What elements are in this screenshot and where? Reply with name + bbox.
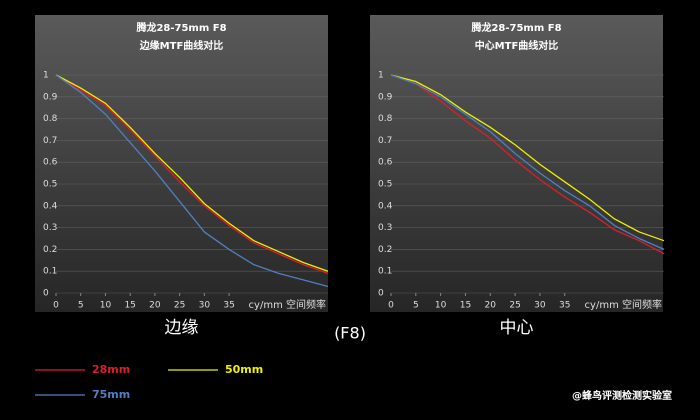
y-tick-label: 0.6 (43, 158, 58, 168)
y-tick-label: 0.7 (378, 136, 392, 146)
y-tick-label: 0.8 (378, 114, 393, 124)
y-tick-label: 1 (378, 71, 384, 81)
x-tick-label: 5 (78, 301, 84, 311)
y-tick-label: 0.2 (43, 245, 57, 255)
x-tick-label: 35 (223, 301, 234, 311)
x-tick-label: 0 (53, 301, 59, 311)
y-tick-label: 0.1 (378, 267, 392, 277)
series-line (390, 74, 665, 242)
x-tick-label: 5 (413, 301, 419, 311)
y-tick-label: 0.2 (378, 245, 392, 255)
series-line (55, 74, 329, 288)
legend-label: 50mm (225, 363, 263, 376)
y-tick-label: 0.9 (378, 92, 393, 102)
y-tick-label: 0.9 (43, 92, 58, 102)
series-line (390, 74, 665, 255)
y-tick-label: 0.6 (378, 158, 393, 168)
y-tick-label: 1 (43, 71, 49, 81)
chart-title: 腾龙28-75mm F8 (135, 21, 226, 34)
x-tick-label: 20 (149, 301, 161, 311)
y-tick-label: 0.4 (378, 201, 393, 211)
y-tick-label: 0.5 (43, 180, 57, 190)
y-tick-label: 0 (43, 289, 49, 299)
x-tick-label: 35 (559, 301, 570, 311)
x-tick-label: 25 (174, 301, 185, 311)
series-line (55, 74, 329, 274)
x-tick-label: 10 (100, 301, 112, 311)
chart-title: 腾龙28-75mm F8 (470, 21, 561, 34)
series-line (390, 74, 665, 250)
chart-subtitle: 中心MTF曲线对比 (475, 39, 559, 52)
y-tick-label: 0.3 (378, 223, 392, 233)
x-tick-label: 15 (124, 301, 135, 311)
series-line (55, 74, 329, 272)
x-tick-label: 25 (509, 301, 520, 311)
x-tick-label: 30 (534, 301, 546, 311)
chart-panel (35, 15, 328, 312)
watermark: @蜂鸟评测检测实验室 (572, 389, 672, 402)
y-tick-label: 0.7 (43, 136, 57, 146)
chart-subtitle: 边缘MTF曲线对比 (139, 39, 224, 52)
x-axis-label: cy/mm 空间频率 (585, 298, 662, 311)
x-tick-label: 10 (435, 301, 447, 311)
y-tick-label: 0.8 (43, 114, 58, 124)
x-axis-label: cy/mm 空间频率 (249, 298, 326, 311)
y-tick-label: 0.1 (43, 267, 57, 277)
aperture-label: (F8) (334, 324, 366, 343)
x-tick-label: 30 (199, 301, 211, 311)
x-tick-label: 15 (460, 301, 471, 311)
y-tick-label: 0.4 (43, 201, 58, 211)
chart-caption: 中心 (500, 318, 534, 338)
y-tick-label: 0.5 (378, 180, 392, 190)
chart-caption: 边缘 (165, 318, 199, 338)
x-tick-label: 0 (388, 301, 394, 311)
y-tick-label: 0 (378, 289, 384, 299)
x-tick-label: 20 (485, 301, 497, 311)
y-tick-label: 0.3 (43, 223, 57, 233)
chart-panel (370, 15, 663, 312)
legend-label: 28mm (92, 363, 130, 376)
legend-label: 75mm (92, 388, 130, 401)
